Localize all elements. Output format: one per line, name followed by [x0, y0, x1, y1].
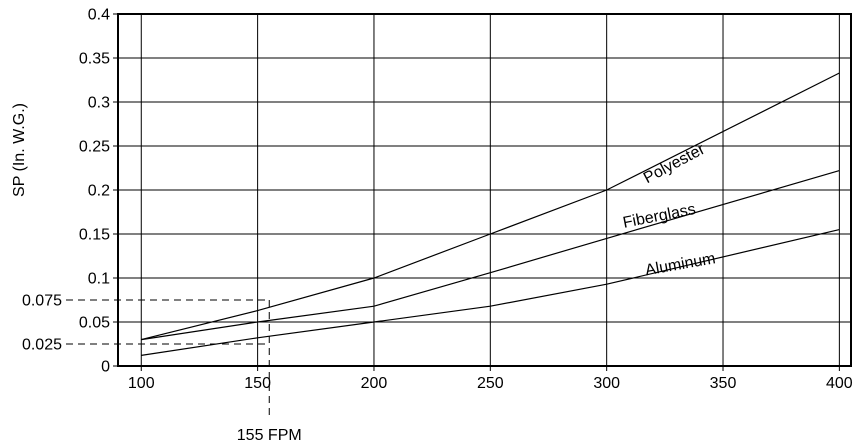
series-label-aluminum: Aluminum [644, 250, 717, 279]
y-tick-label: 0.1 [88, 271, 110, 288]
y-tick-label: 0.4 [88, 7, 110, 24]
x-tick-label: 150 [244, 375, 271, 392]
reference-y-label: 0.075 [22, 293, 62, 310]
y-axis-title: SP (In. W.G.) [11, 103, 28, 197]
grid-layer [113, 13, 851, 371]
series-line-fiberglass [141, 170, 840, 341]
y-tick-label: 0 [101, 359, 110, 376]
x-tick-label: 100 [128, 375, 155, 392]
y-tick-label: 0.15 [79, 227, 110, 244]
y-tick-label: 0.25 [79, 139, 110, 156]
reference-y-label: 0.025 [22, 337, 62, 354]
series-label-fiberglass: Fiberglass [621, 201, 697, 232]
x-tick-label: 400 [826, 375, 853, 392]
y-tick-label: 0.35 [79, 51, 110, 68]
reference-x-label: 155 FPM [237, 427, 302, 444]
series-line-polyester [141, 72, 840, 341]
x-tick-label: 200 [361, 375, 388, 392]
y-tick-label: 0.3 [88, 95, 110, 112]
x-tick-label: 250 [477, 375, 504, 392]
series-label-polyester: Polyester [641, 141, 708, 188]
x-tick-label: 350 [710, 375, 737, 392]
x-tick-label: 300 [593, 375, 620, 392]
y-tick-label: 0.2 [88, 183, 110, 200]
plot-frame [117, 13, 852, 367]
y-tick-label: 0.05 [79, 315, 110, 332]
reference-layer: 155 FPM 0.075 0.025 [22, 293, 302, 445]
series-line-aluminum [141, 229, 840, 356]
tick-label-layer: 100 150 200 250 300 350 400 0 0.05 0.1 0.15 0.2 0.25… [79, 7, 853, 393]
